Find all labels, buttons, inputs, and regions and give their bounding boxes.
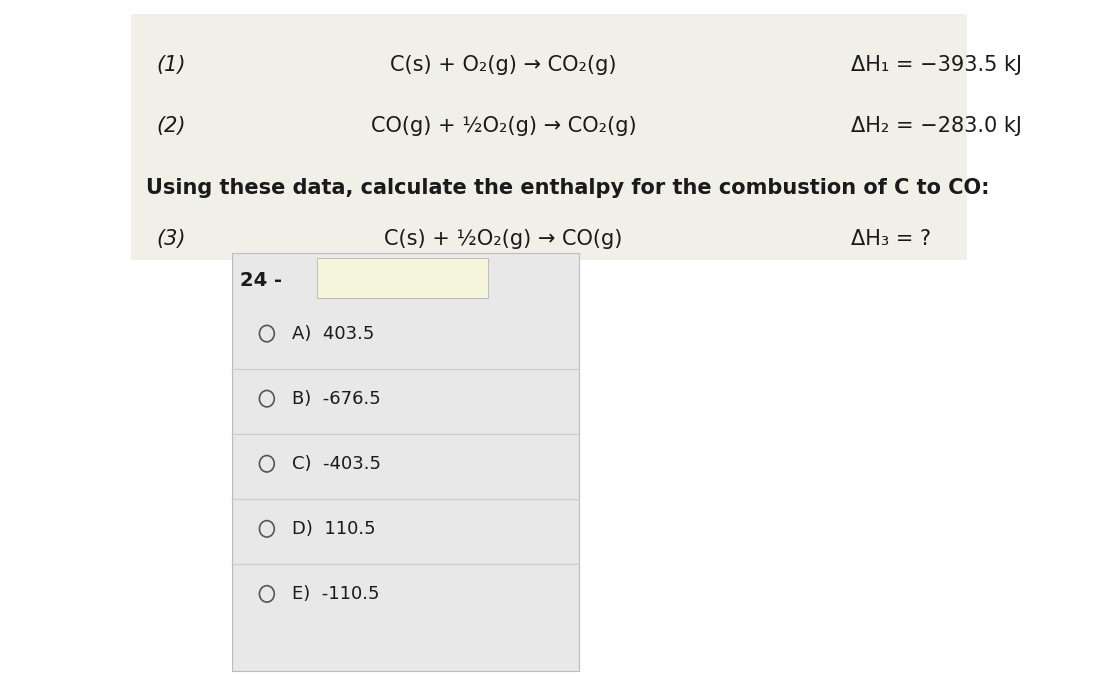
Text: D)  110.5: D) 110.5 (292, 520, 376, 538)
Text: E)  -110.5: E) -110.5 (292, 585, 380, 603)
Text: CO(g) + ½O₂(g) → CO₂(g): CO(g) + ½O₂(g) → CO₂(g) (371, 116, 637, 136)
FancyBboxPatch shape (317, 258, 489, 298)
Text: ΔH₃ = ?: ΔH₃ = ? (851, 229, 932, 249)
Text: C)  -403.5: C) -403.5 (292, 455, 381, 473)
Text: (3): (3) (156, 229, 186, 249)
Text: B)  -676.5: B) -676.5 (292, 390, 381, 408)
FancyBboxPatch shape (131, 14, 967, 260)
Text: C(s) + ½O₂(g) → CO(g): C(s) + ½O₂(g) → CO(g) (384, 229, 622, 249)
Text: (2): (2) (156, 116, 186, 136)
Text: Using these data, calculate the enthalpy for the combustion of C to CO:: Using these data, calculate the enthalpy… (146, 178, 989, 198)
Text: ΔH₁ = −393.5 kJ: ΔH₁ = −393.5 kJ (851, 55, 1022, 75)
Text: 24 -: 24 - (239, 271, 282, 290)
Text: ΔH₂ = −283.0 kJ: ΔH₂ = −283.0 kJ (851, 116, 1022, 136)
Text: C(s) + O₂(g) → CO₂(g): C(s) + O₂(g) → CO₂(g) (391, 55, 617, 75)
FancyBboxPatch shape (232, 253, 579, 671)
Text: A)  403.5: A) 403.5 (292, 325, 374, 342)
Text: (1): (1) (156, 55, 186, 75)
